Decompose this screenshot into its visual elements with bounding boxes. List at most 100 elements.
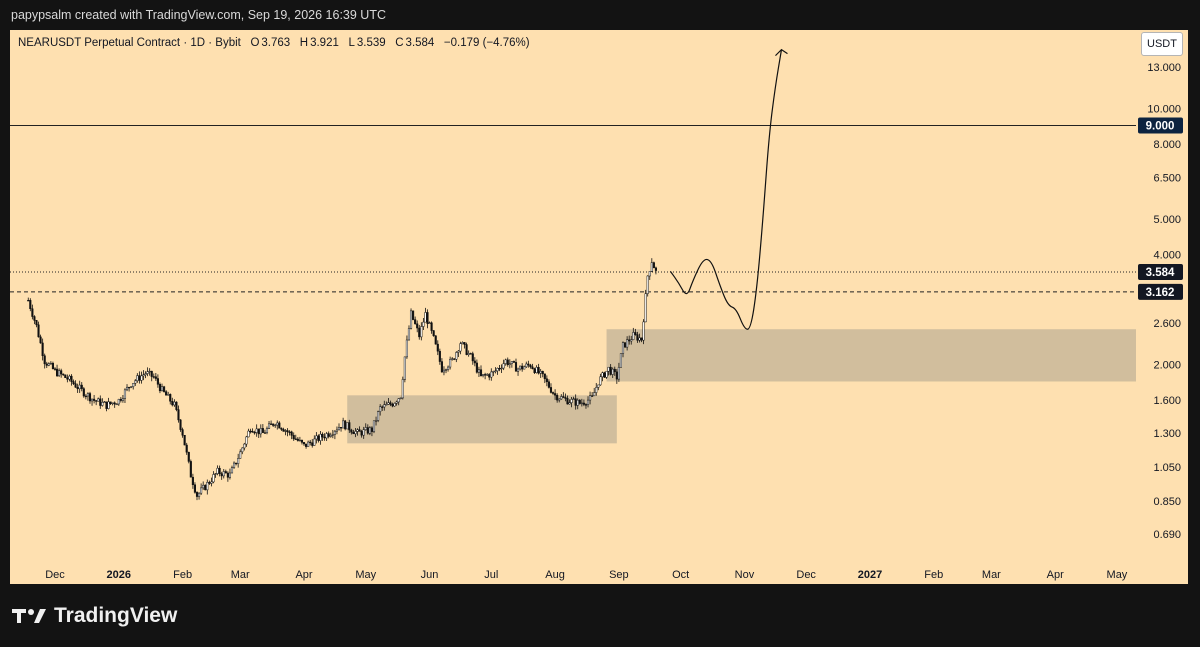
candle-body <box>311 442 314 446</box>
candle-body <box>595 387 598 393</box>
candle-body <box>270 423 273 425</box>
candle-body <box>632 332 635 340</box>
candle-body <box>68 375 71 380</box>
candle-body <box>504 359 507 364</box>
candle-body <box>140 375 143 381</box>
x-tick-label: 2026 <box>107 569 131 581</box>
y-tick-label: 10.000 <box>1147 104 1181 116</box>
candle-body <box>335 429 338 432</box>
candle-body <box>379 406 382 412</box>
candle-body <box>500 367 503 370</box>
candle-body <box>300 439 304 443</box>
candle-body <box>144 373 147 375</box>
low-value: 3.539 <box>356 37 386 49</box>
candle-body <box>576 399 579 406</box>
candle-body <box>564 397 567 399</box>
candle-body <box>519 365 522 370</box>
candle-body <box>78 384 81 390</box>
candle-body <box>292 435 295 440</box>
candle-body <box>251 431 254 433</box>
candle-body <box>543 373 546 380</box>
candle-body <box>123 389 127 399</box>
candle-body <box>156 378 159 385</box>
x-tick-label: Jun <box>421 569 439 581</box>
candle-body <box>226 472 229 478</box>
candle-body <box>494 370 497 372</box>
candle-body <box>551 392 555 394</box>
candle-body <box>284 430 287 432</box>
candle-body <box>346 422 349 430</box>
candle-body <box>165 391 168 396</box>
candle-body <box>189 461 192 478</box>
candle-body <box>294 438 297 440</box>
candle-body <box>473 360 476 364</box>
price-marker-label: 3.584 <box>1146 267 1175 279</box>
symbol-title: NEARUSDT Perpetual Contract · 1D · Bybit <box>18 37 241 49</box>
candle-body <box>560 396 563 400</box>
candle-body <box>389 402 392 405</box>
candle-body <box>420 326 423 338</box>
candle-body <box>261 428 264 433</box>
candle-body <box>132 383 135 387</box>
candle-body <box>274 424 277 427</box>
y-tick-label: 8.000 <box>1153 139 1181 151</box>
candle-body <box>315 435 318 440</box>
candle-body <box>195 492 199 497</box>
candle-body <box>344 420 347 430</box>
y-tick-label: 1.300 <box>1153 428 1181 440</box>
candle-body <box>117 398 120 405</box>
candle-body <box>459 343 462 352</box>
candle-body <box>381 406 384 408</box>
price-markers: 9.000 3.162 3.584 <box>1138 117 1183 300</box>
projection-arrowhead <box>775 48 788 57</box>
candle-body <box>582 402 585 405</box>
low-label: L <box>348 37 355 49</box>
candle-body <box>150 370 153 377</box>
candle-body <box>33 316 36 321</box>
candle-body <box>257 428 260 435</box>
change-value: −0.179 (−4.76%) <box>443 37 530 49</box>
candle-body <box>134 380 137 384</box>
x-tick-label: Dec <box>45 569 65 581</box>
candle-body <box>45 363 48 366</box>
chart-area[interactable] <box>10 30 1136 584</box>
y-tick-label: 2.000 <box>1153 360 1181 372</box>
x-tick-label: May <box>355 569 376 581</box>
candle-body <box>179 419 182 430</box>
candle-body <box>29 300 32 309</box>
candle-body <box>119 398 122 401</box>
candle-body <box>39 336 42 344</box>
candle-body <box>566 398 569 405</box>
candle-body <box>202 484 205 489</box>
time-axis[interactable] <box>10 560 1188 584</box>
candle-body <box>125 386 129 391</box>
candle-body <box>222 471 225 477</box>
candle-body <box>138 375 141 381</box>
tradingview-logo[interactable]: TradingView <box>12 604 177 628</box>
candle-body <box>434 335 437 345</box>
candle-body <box>216 467 219 474</box>
close-value: 3.584 <box>405 37 435 49</box>
candle-body <box>146 371 149 374</box>
candle-body <box>422 321 425 327</box>
candle-body <box>642 321 645 341</box>
candle-body <box>601 372 604 378</box>
candle-body <box>556 394 559 401</box>
y-tick-label: 2.600 <box>1153 318 1181 330</box>
currency-button[interactable]: USDT <box>1141 32 1183 56</box>
candle-body <box>171 401 174 406</box>
candle-body <box>62 373 65 376</box>
candle-body <box>111 402 114 404</box>
price-marker-bg <box>1138 263 1183 280</box>
candle-body <box>640 337 643 341</box>
candle-body <box>387 402 390 405</box>
price-marker-label: 3.162 <box>1146 287 1175 299</box>
candle-body <box>66 377 69 380</box>
candle-body <box>626 339 629 348</box>
candle-body <box>128 386 131 389</box>
candle-body <box>488 374 491 378</box>
candle-body <box>593 392 596 397</box>
candle-body <box>56 368 59 377</box>
tradingview-logo-icon <box>12 609 46 623</box>
